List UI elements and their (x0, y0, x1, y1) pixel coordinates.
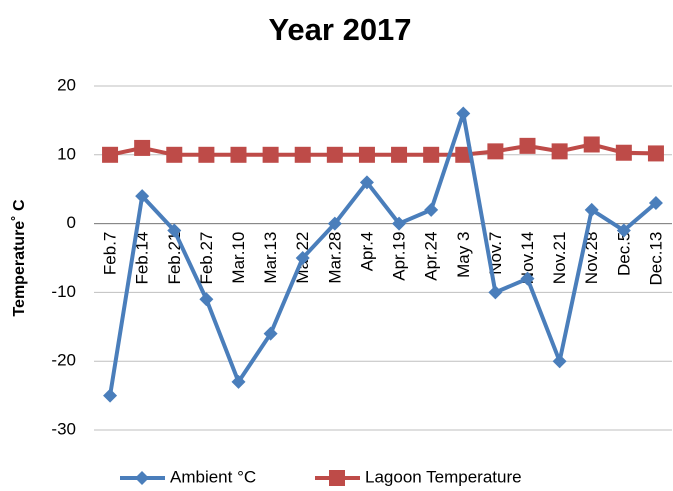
point (391, 146, 408, 163)
y-tick-label: -10 (51, 282, 76, 301)
x-tick-label: Feb.7 (101, 232, 120, 275)
x-tick-label: Nov.21 (550, 232, 569, 285)
point (488, 285, 503, 300)
point (358, 146, 375, 163)
y-tick-label: 10 (57, 144, 76, 163)
legend-label: Ambient °C (170, 467, 256, 486)
x-tick-label: Nov.28 (582, 232, 601, 285)
x-tick-label: Mar.28 (325, 232, 344, 284)
point (487, 143, 504, 160)
x-tick-label: Apr.24 (422, 232, 441, 281)
x-tick-label: Feb.14 (133, 232, 152, 285)
legend-marker (329, 470, 345, 486)
point (294, 146, 311, 163)
point (134, 139, 151, 156)
x-tick-label: Apr.19 (390, 232, 409, 281)
x-tick-label: Mar.10 (229, 232, 248, 284)
point (647, 145, 664, 162)
y-tick-label: 20 (57, 75, 76, 94)
point (326, 146, 343, 163)
x-tick-label: Mar.13 (261, 232, 280, 284)
point (584, 202, 599, 217)
point (519, 137, 536, 154)
x-tick-label: Dec.13 (646, 232, 665, 286)
point (455, 146, 472, 163)
point (230, 146, 247, 163)
y-axis-label: Temperature˚ C (11, 199, 28, 317)
point (359, 175, 374, 190)
point (456, 106, 471, 121)
point (198, 146, 215, 163)
y-tick-label: 0 (67, 213, 76, 232)
point (262, 146, 279, 163)
point (199, 292, 214, 307)
point (552, 354, 567, 369)
point (135, 189, 150, 204)
point (520, 271, 535, 286)
x-tick-label: Apr.4 (357, 232, 376, 272)
point (231, 374, 246, 389)
point (583, 136, 600, 153)
series-line (109, 142, 656, 157)
point (327, 216, 342, 231)
point (263, 326, 278, 341)
y-tick-label: -30 (51, 419, 76, 438)
legend-label: Lagoon Temperature (365, 467, 522, 486)
point (424, 202, 439, 217)
x-tick-label: Feb.27 (197, 232, 216, 285)
point (648, 195, 663, 210)
x-tick-label: Feb.21 (165, 232, 184, 285)
x-tick-label: May 3 (454, 232, 473, 278)
point (423, 146, 440, 163)
x-tick-label: Nov.14 (518, 232, 537, 285)
point (295, 251, 310, 265)
point (551, 143, 568, 160)
legend-marker (135, 471, 149, 485)
point (103, 388, 118, 403)
point (392, 216, 407, 231)
point (102, 146, 119, 163)
series-line (108, 112, 658, 396)
chart-title: Year 2017 (268, 12, 411, 47)
point (167, 223, 182, 238)
point (166, 146, 183, 163)
point (615, 144, 632, 161)
x-tick-label: Dec.5 (614, 232, 633, 276)
point (616, 223, 631, 238)
y-tick-label: -20 (51, 351, 76, 370)
